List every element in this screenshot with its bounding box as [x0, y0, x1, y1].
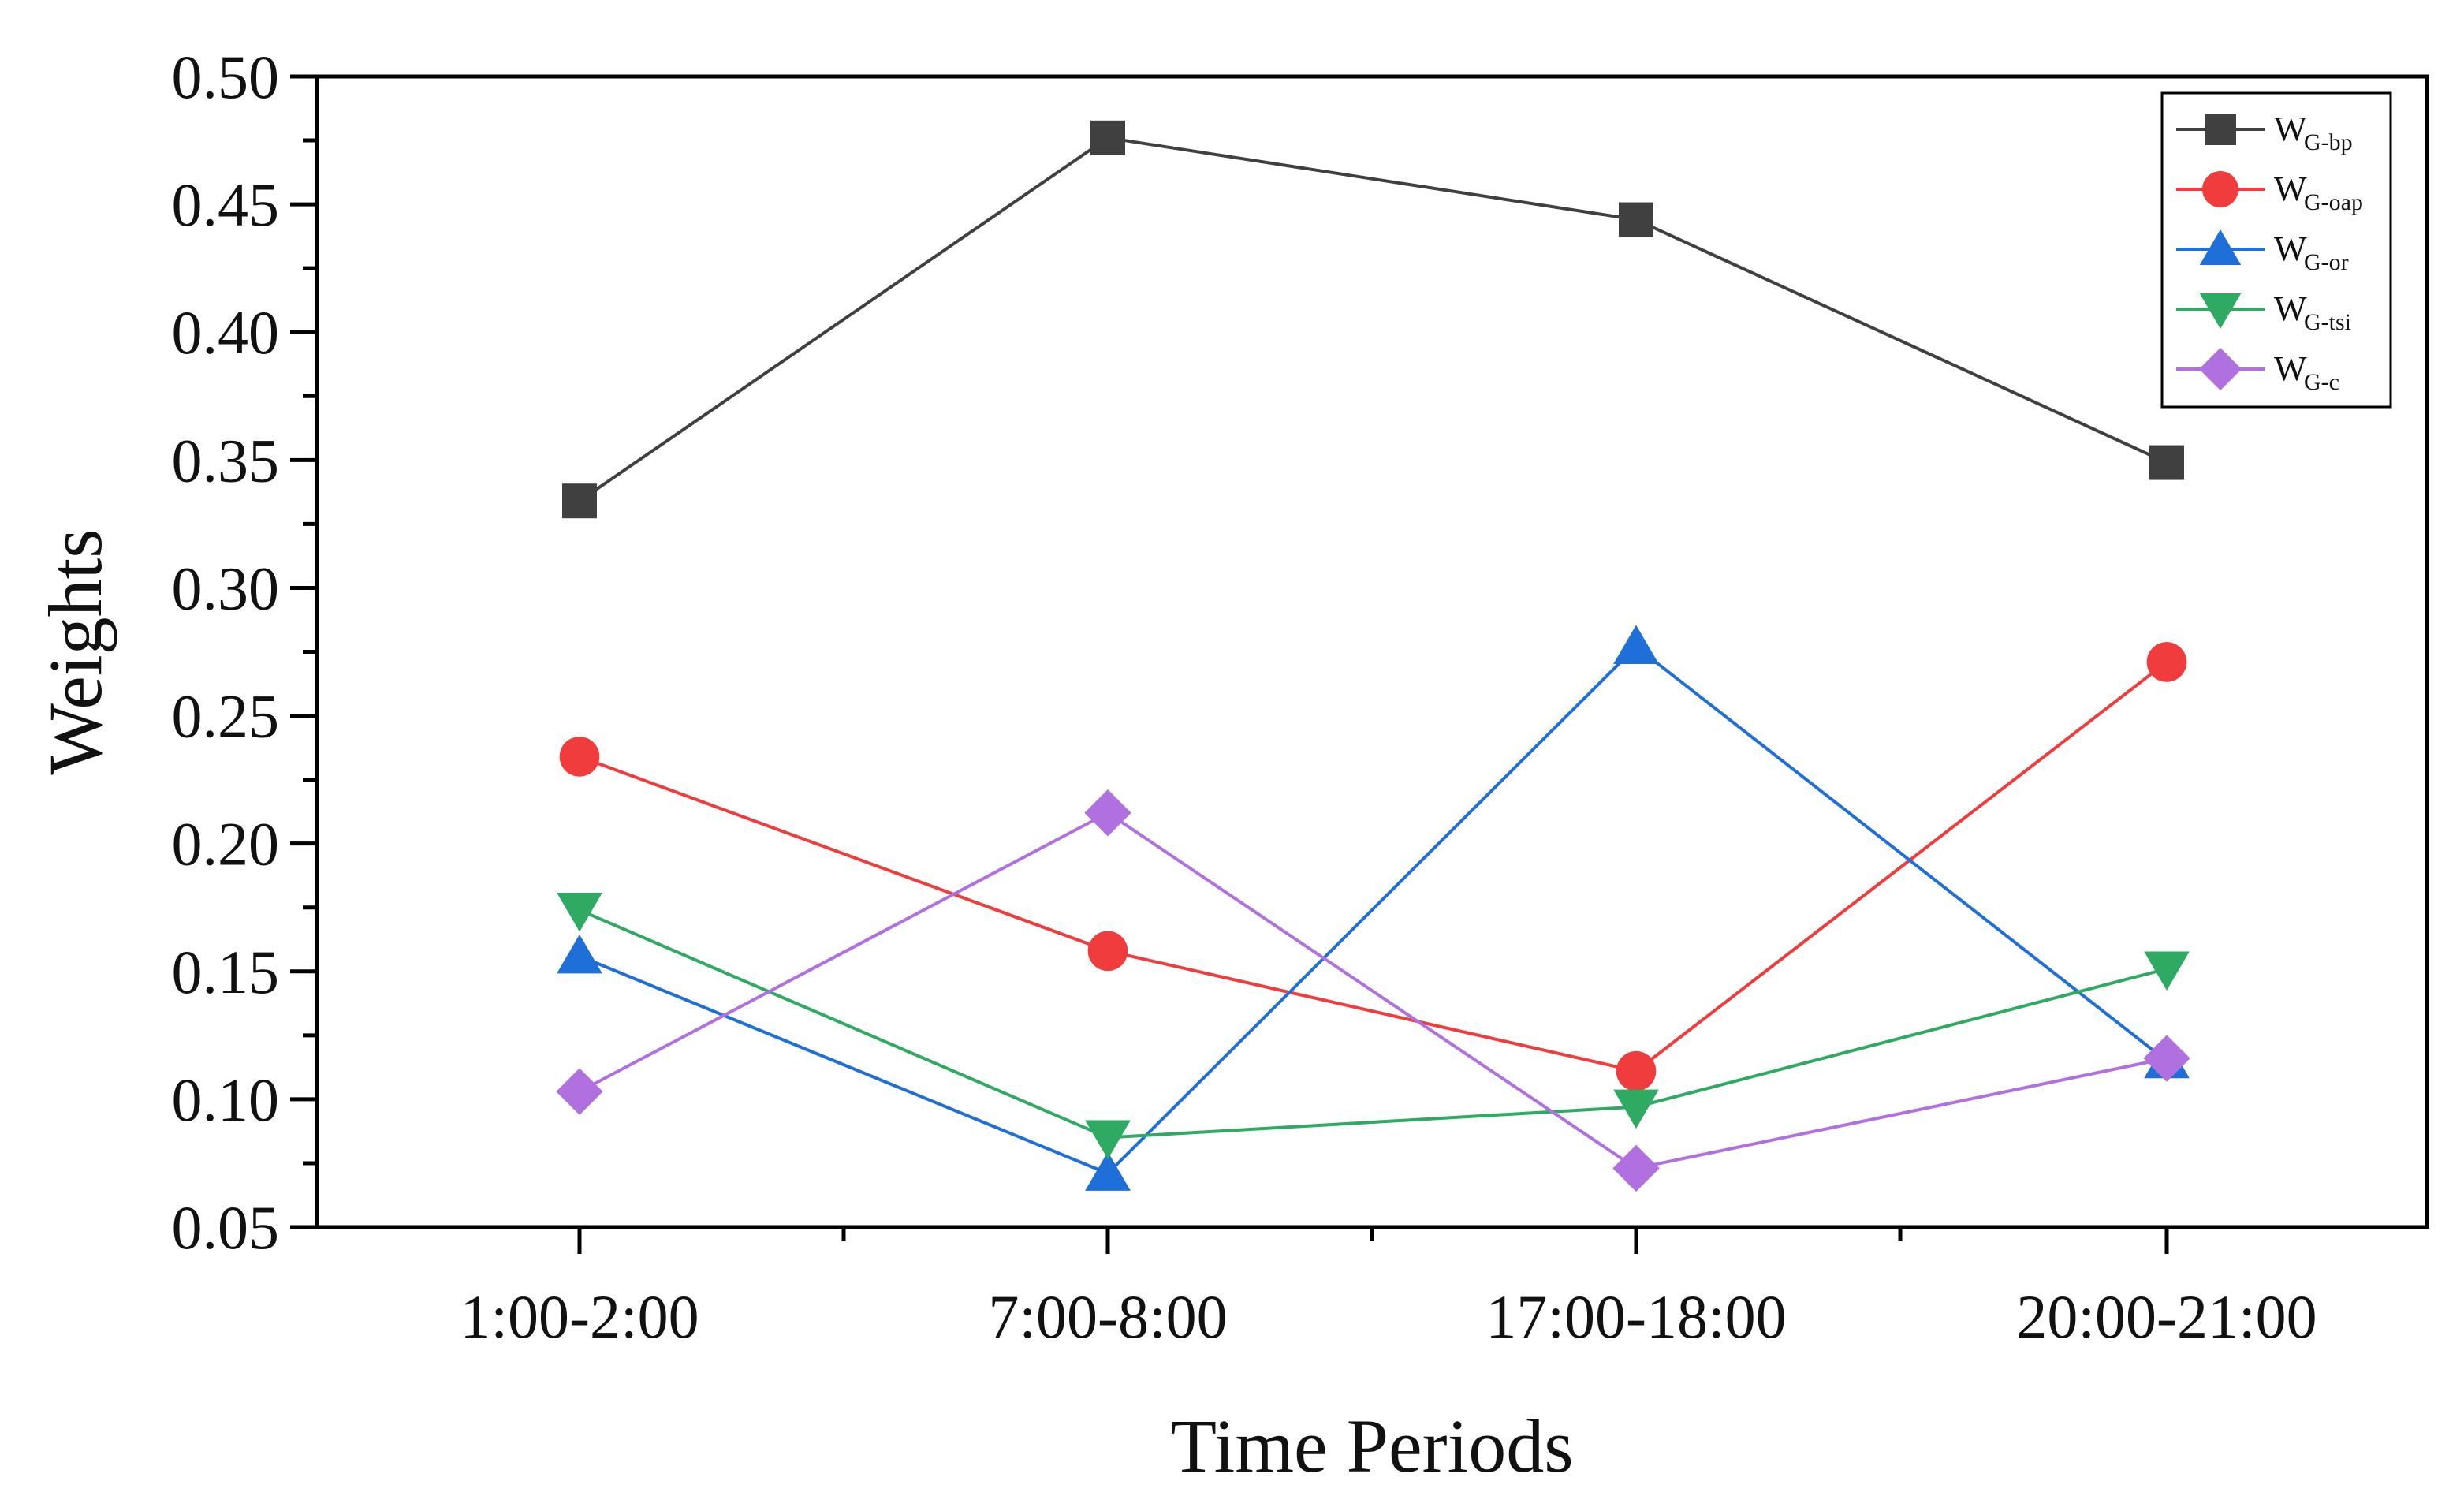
data-point-g-c — [556, 1068, 603, 1115]
series-group — [556, 120, 2190, 1192]
series-g-oap — [559, 642, 2187, 1091]
series-line-g-or — [579, 644, 2168, 1176]
x-tick-label: 20:00-21:00 — [2016, 1282, 2317, 1351]
series-line-g-tsi — [579, 908, 2168, 1140]
data-point-g-tsi — [1085, 1120, 1131, 1160]
y-tick-label: 0.40 — [172, 298, 280, 367]
y-tick-label: 0.35 — [172, 426, 280, 494]
data-point-g-tsi — [557, 892, 602, 932]
data-point-g-or — [1085, 1151, 1131, 1191]
data-point-g-or — [557, 934, 602, 974]
legend-label-subscript: G-oap — [2304, 189, 2363, 215]
legend-label: W — [2274, 289, 2307, 328]
series-g-c — [556, 789, 2190, 1192]
legend-marker — [2205, 114, 2236, 145]
data-point-g-c — [1612, 1144, 1660, 1192]
legend-label-subscript: G-tsi — [2304, 309, 2351, 335]
legend-label-subscript: G-or — [2304, 249, 2349, 275]
legend-item: WG-c — [2176, 348, 2339, 395]
data-point-g-c — [1084, 789, 1131, 837]
data-point-g-bp — [2149, 445, 2184, 480]
data-point-g-oap — [559, 737, 600, 777]
series-line-g-c — [579, 811, 2168, 1170]
y-axis-title: Weights — [33, 528, 117, 774]
x-axis-title: Time Periods — [1170, 1404, 1573, 1488]
series-line-g-oap — [579, 660, 2168, 1073]
legend-item: WG-oap — [2176, 170, 2363, 215]
y-tick-label: 0.30 — [172, 554, 280, 622]
data-point-g-or — [1613, 625, 1659, 665]
legend-item: WG-or — [2176, 229, 2349, 275]
legend-marker — [2202, 171, 2238, 207]
y-tick-label: 0.45 — [172, 170, 280, 239]
y-axis-ticks: 0.05 0.10 0.15 0.20 0.25 0.30 0.35 0.40 0.45 0.50 — [172, 43, 317, 1262]
y-tick-label: 0.05 — [172, 1193, 280, 1262]
x-axis-ticks: 1:00-2:00 7:00-8:00 17:00-18:00 20:00-21:00 — [460, 1227, 2317, 1351]
y-tick-label: 0.20 — [172, 810, 280, 879]
legend-marker — [2199, 348, 2242, 390]
x-tick-label: 7:00-8:00 — [988, 1282, 1227, 1351]
legend-label: W — [2274, 229, 2307, 268]
legend-label-subscript: G-bp — [2304, 129, 2353, 155]
legend-marker — [2199, 293, 2242, 329]
plot-frame-group — [315, 74, 2429, 1229]
legend-label: W — [2274, 349, 2307, 388]
data-point-g-oap — [1087, 931, 1128, 972]
data-point-g-oap — [1616, 1050, 1657, 1091]
data-point-g-tsi — [2144, 951, 2190, 991]
series-line-g-bp — [578, 136, 2168, 502]
plot-frame — [315, 74, 2429, 1229]
series-g-tsi — [557, 892, 2190, 1160]
legend-item: WG-bp — [2176, 110, 2353, 155]
data-point-g-bp — [562, 483, 597, 519]
y-tick-label: 0.50 — [172, 43, 280, 111]
x-tick-label: 1:00-2:00 — [460, 1282, 699, 1351]
legend-item: WG-tsi — [2176, 289, 2351, 335]
y-tick-label: 0.10 — [172, 1065, 280, 1134]
data-point-g-c — [2143, 1035, 2190, 1082]
data-point-g-tsi — [1613, 1089, 1659, 1129]
x-tick-label: 17:00-18:00 — [1485, 1282, 1786, 1351]
y-tick-label: 0.15 — [172, 938, 280, 1006]
legend-label-subscript: G-c — [2304, 369, 2339, 395]
legend-marker — [2199, 229, 2242, 265]
legend-label: W — [2274, 170, 2307, 208]
data-point-g-oap — [2146, 642, 2187, 682]
data-point-g-bp — [1090, 120, 1125, 155]
series-g-bp — [562, 120, 2184, 519]
y-tick-label: 0.25 — [172, 682, 280, 751]
data-point-g-bp — [1619, 202, 1653, 237]
legend-label: W — [2274, 110, 2307, 148]
